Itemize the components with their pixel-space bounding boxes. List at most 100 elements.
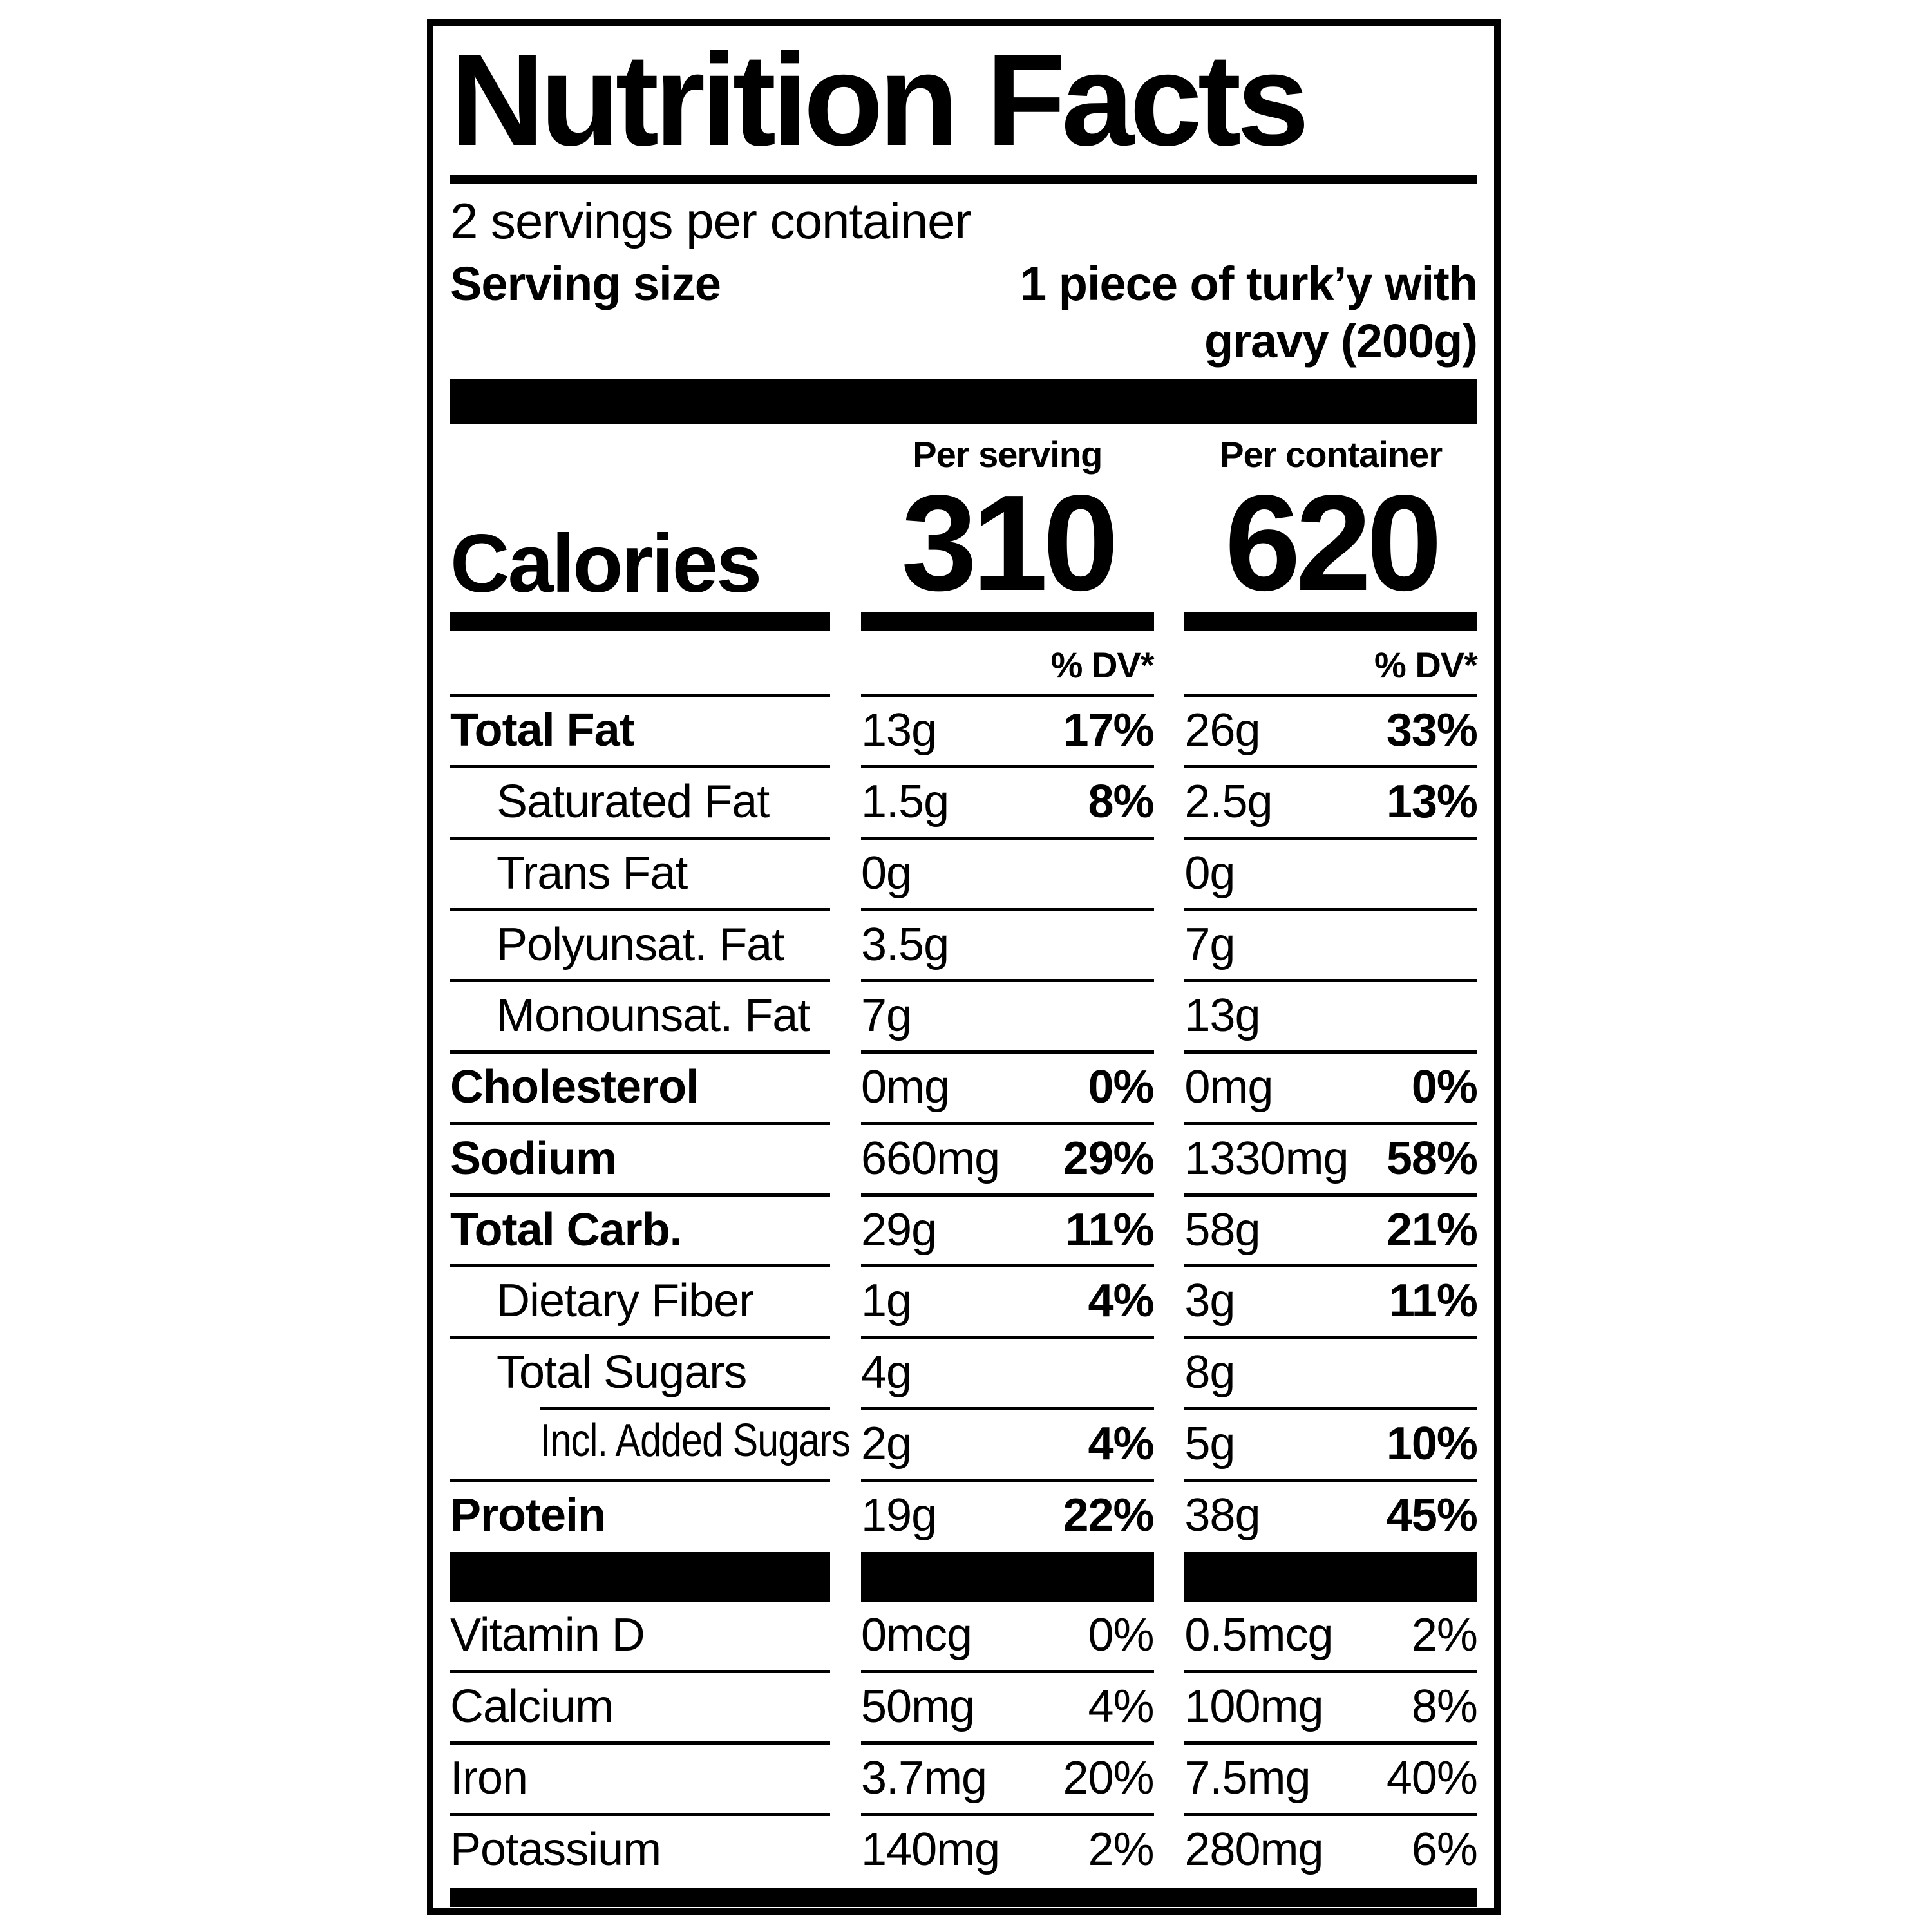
nutrient-container-cell: 26g 33%: [1184, 694, 1478, 765]
vitamin-container-cell: 0.5mcg 2%: [1184, 1598, 1478, 1670]
nutrient-row: Total Sugars 4g 8g: [450, 1336, 1477, 1407]
calories-section: Calories Per serving 310 Per container 6…: [450, 434, 1477, 619]
dv-header-row: % DV* % DV*: [450, 631, 1478, 694]
vitamin-amount: 140mg: [860, 1823, 1000, 1875]
vitamin-dv: 2%: [1411, 1609, 1478, 1662]
nutrient-container-cell: 7g: [1184, 907, 1477, 980]
vitamin-amount: 280mg: [1184, 1823, 1323, 1875]
nutrient-dv: 0%: [1411, 1061, 1478, 1113]
calories-container-column: Per container 620: [1184, 434, 1477, 611]
nutrient-serving-cell: 1g 4%: [860, 1264, 1155, 1336]
per-serving-header: Per serving: [913, 434, 1103, 475]
nutrient-amount: 3g: [1184, 1275, 1235, 1327]
nutrient-container-cell: 0mg 0%: [1184, 1050, 1478, 1122]
nutrient-name: Cholesterol: [450, 1050, 831, 1122]
label-title: Nutrition Facts: [450, 27, 1309, 173]
nutrient-serving-cell: 3.5g: [860, 907, 1154, 980]
vitamin-serving-cell: 0mcg 0%: [860, 1598, 1155, 1670]
nutrient-amount: 7g: [1184, 918, 1235, 971]
nutrient-name: Trans Fat: [450, 836, 831, 908]
vitamin-dv: 4%: [1088, 1681, 1154, 1733]
serving-size-label: Serving size: [450, 256, 721, 310]
nutrient-container-cell: 3g 11%: [1184, 1264, 1478, 1336]
dv-header-serving: % DV*: [1050, 645, 1155, 686]
nutrient-dv: 21%: [1386, 1204, 1478, 1256]
nutrient-container-cell: 13g: [1184, 979, 1477, 1050]
nutrient-amount: 3.5g: [860, 918, 949, 971]
nutrient-serving-cell: 2g 4%: [860, 1406, 1155, 1479]
nutrient-serving-cell: 13g 17%: [860, 694, 1155, 765]
vitamin-amount: 100mg: [1184, 1681, 1323, 1733]
nutrient-amount: 19g: [860, 1489, 937, 1541]
nutrient-dv: 13%: [1386, 776, 1478, 828]
separator-segment: [1184, 1552, 1477, 1599]
nutrient-dv: 11%: [1388, 1275, 1478, 1327]
nutrient-row: Total Carb. 29g 11% 58g 21%: [450, 1193, 1478, 1265]
nutrient-amount: 1g: [860, 1275, 912, 1327]
nutrient-serving-cell: 660mg 29%: [860, 1121, 1155, 1193]
nutrient-row: Dietary Fiber 1g 4% 3g 11%: [450, 1264, 1478, 1336]
nutrient-container-cell: 38g 45%: [1184, 1478, 1478, 1550]
nutrient-dv: 22%: [1063, 1489, 1154, 1541]
vitamin-row: Potassium 140mg 2% 280mg 6%: [450, 1812, 1478, 1884]
nutrient-name: Total Fat: [450, 694, 831, 765]
nutrient-row: Monounsat. Fat 7g 13g: [450, 979, 1477, 1050]
nutrient-amount: 13g: [1184, 990, 1260, 1042]
title-rule: [450, 175, 1477, 184]
vitamin-name: Potassium: [450, 1812, 831, 1884]
nutrient-amount: 58g: [1184, 1204, 1260, 1256]
vitamin-container-cell: 280mg 6%: [1184, 1812, 1478, 1884]
vitamin-row: Iron 3.7mg 20% 7.5mg 40%: [450, 1741, 1478, 1813]
nutrient-row: Trans Fat 0g 0g: [450, 836, 1477, 908]
calories-per-serving: 310: [901, 466, 1119, 619]
nutrient-container-cell: 0g: [1184, 836, 1477, 908]
nutrient-dv: 45%: [1386, 1489, 1478, 1541]
nutrient-container-cell: 1330mg 58%: [1184, 1121, 1478, 1193]
nutrient-amount: 2g: [860, 1417, 912, 1470]
vitamin-name: Calcium: [450, 1670, 831, 1741]
vitamin-row: Calcium 50mg 4% 100mg 8%: [450, 1670, 1478, 1741]
nutrient-serving-cell: 1.5g 8%: [860, 765, 1155, 837]
per-container-header: Per container: [1220, 434, 1443, 475]
nutrient-name: Dietary Fiber: [450, 1264, 831, 1336]
nutrient-name: Sodium: [450, 1121, 831, 1193]
nutrient-amount: 0mg: [1184, 1061, 1273, 1113]
vitamin-amount: 7.5mg: [1184, 1752, 1311, 1804]
nutrient-row: Sodium 660mg 29% 1330mg 58%: [450, 1121, 1478, 1193]
vitamin-name: Vitamin D: [450, 1598, 831, 1670]
vitamin-row: Vitamin D 0mcg 0% 0.5mcg 2%: [450, 1598, 1478, 1670]
nutrient-amount: 5g: [1184, 1417, 1235, 1470]
nutrient-dv: 17%: [1063, 705, 1154, 757]
vitamin-dv: 2%: [1088, 1823, 1154, 1875]
nutrient-amount: 29g: [860, 1204, 937, 1256]
nutrient-amount: 38g: [1184, 1489, 1260, 1541]
nutrient-dv: 33%: [1386, 705, 1478, 757]
vitamin-amount: 3.7mg: [860, 1752, 987, 1804]
separator-segment: [450, 612, 831, 632]
nutrient-name-text: Incl. Added Sugars: [540, 1414, 851, 1466]
nutrient-amount: 0g: [1184, 847, 1235, 899]
nutrient-name: Total Carb.: [450, 1193, 831, 1265]
separator-segment: [450, 1552, 831, 1599]
nutrient-name: Monounsat. Fat: [450, 979, 831, 1050]
nutrient-row: Total Fat 13g 17% 26g 33%: [450, 694, 1478, 765]
vitamin-name: Iron: [450, 1741, 831, 1813]
nutrient-serving-cell: 4g: [860, 1336, 1154, 1407]
nutrient-container-cell: 58g 21%: [1184, 1193, 1478, 1265]
nutrient-amount: 0mg: [860, 1061, 950, 1113]
nutrient-name: Polyunsat. Fat: [450, 907, 831, 980]
nutrient-dv: 4%: [1088, 1275, 1154, 1327]
vitamin-amount: 0.5mcg: [1184, 1609, 1333, 1662]
nutrient-amount: 13g: [860, 705, 937, 757]
nutrient-serving-cell: 0mg 0%: [860, 1050, 1155, 1122]
nutrient-dv: 10%: [1386, 1417, 1478, 1470]
separator-segment: [1184, 612, 1477, 632]
nutrient-amount: 7g: [860, 990, 912, 1042]
nutrient-serving-cell: 29g 11%: [860, 1193, 1155, 1265]
nutrient-name: Total Sugars: [450, 1336, 831, 1407]
nutrient-name: Protein: [450, 1478, 831, 1550]
nutrient-dv: 58%: [1386, 1132, 1478, 1184]
nutrient-row: Incl. Added Sugars 2g 4% 5g 10%: [450, 1406, 1478, 1479]
nutrient-name: Saturated Fat: [450, 765, 831, 837]
nutrient-amount: 660mg: [860, 1132, 1000, 1184]
